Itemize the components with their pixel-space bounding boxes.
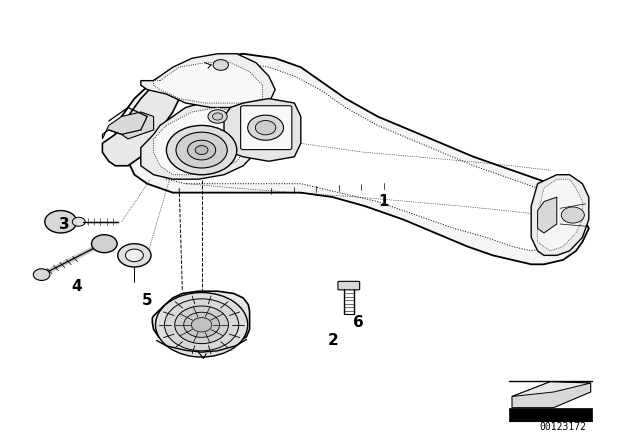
FancyBboxPatch shape <box>338 281 360 290</box>
Text: 5: 5 <box>142 293 152 308</box>
Circle shape <box>561 207 584 223</box>
Polygon shape <box>154 63 262 103</box>
Circle shape <box>188 140 216 160</box>
Polygon shape <box>538 197 557 233</box>
Text: 6: 6 <box>353 315 364 330</box>
Polygon shape <box>115 54 589 264</box>
Circle shape <box>212 113 223 120</box>
Polygon shape <box>102 72 179 166</box>
Bar <box>509 408 592 421</box>
Circle shape <box>248 115 284 140</box>
Polygon shape <box>141 99 262 179</box>
Circle shape <box>213 60 228 70</box>
Circle shape <box>191 318 212 332</box>
Circle shape <box>33 269 50 280</box>
Circle shape <box>175 306 228 344</box>
Text: 00123172: 00123172 <box>540 422 587 432</box>
Circle shape <box>72 217 85 226</box>
Polygon shape <box>538 179 582 251</box>
Circle shape <box>45 211 77 233</box>
Circle shape <box>118 244 151 267</box>
Circle shape <box>195 146 208 155</box>
Text: 2: 2 <box>328 333 338 348</box>
Circle shape <box>125 249 143 262</box>
Circle shape <box>208 110 227 123</box>
Circle shape <box>92 235 117 253</box>
Polygon shape <box>512 382 591 408</box>
Polygon shape <box>531 175 589 255</box>
Polygon shape <box>152 291 250 349</box>
Text: 1: 1 <box>379 194 389 209</box>
Circle shape <box>255 121 276 135</box>
Polygon shape <box>141 54 275 108</box>
Polygon shape <box>512 382 591 396</box>
Polygon shape <box>141 63 570 251</box>
Circle shape <box>166 125 237 175</box>
FancyBboxPatch shape <box>241 106 292 150</box>
Polygon shape <box>102 112 154 139</box>
Circle shape <box>156 293 248 357</box>
Polygon shape <box>224 99 301 161</box>
Text: 4: 4 <box>72 279 82 294</box>
Circle shape <box>176 132 227 168</box>
Text: 3: 3 <box>59 216 69 232</box>
Polygon shape <box>154 108 250 175</box>
Circle shape <box>164 299 239 351</box>
Circle shape <box>184 312 220 337</box>
